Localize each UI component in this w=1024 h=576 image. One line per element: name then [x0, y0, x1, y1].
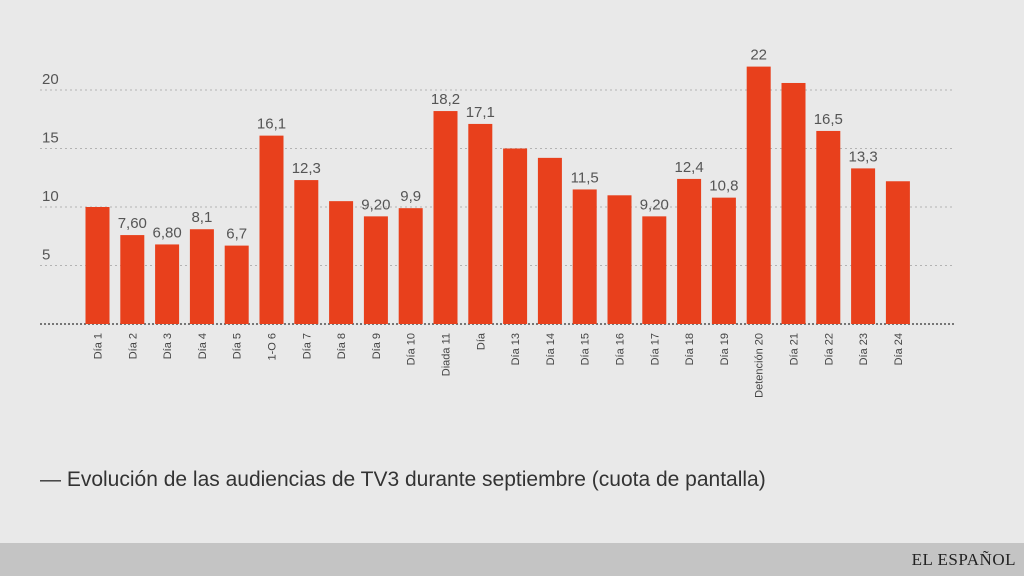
bar — [468, 123, 493, 325]
x-tick-label: 1-O 6 — [267, 333, 279, 361]
x-tick-label: Día 1 — [93, 333, 105, 359]
bar — [816, 130, 841, 324]
data-label: 16,1 — [257, 116, 286, 133]
x-tick-label: Día 19 — [719, 333, 731, 365]
bar — [781, 82, 806, 324]
bar — [433, 111, 458, 324]
bar — [398, 208, 423, 324]
x-tick-label: Día 9 — [371, 333, 383, 359]
brand-logo: EL ESPAÑOL — [911, 550, 1016, 569]
x-tick-label: Día 23 — [858, 333, 870, 365]
x-tick-label: Día 5 — [232, 333, 244, 359]
bar — [294, 180, 319, 324]
bar-chart: 5 10 15 20 7,60 6,80 8,1 6,7 16,1 12,3 9,20 9,9 18,… — [40, 47, 955, 398]
bar — [329, 201, 354, 324]
bar — [677, 178, 702, 324]
data-label: 18,2 — [431, 91, 460, 108]
bar — [711, 197, 736, 324]
chart-area: 5 10 15 20 7,60 6,80 8,1 6,7 16,1 12,3 9,20 9,9 18,… — [40, 47, 955, 398]
x-tick-label: Día — [475, 332, 487, 350]
bar — [120, 235, 145, 324]
x-tick-label: Día 13 — [510, 333, 522, 365]
y-tick-label: 20 — [42, 71, 59, 88]
data-label: 9,20 — [361, 196, 390, 213]
data-label: 9,20 — [640, 196, 669, 213]
x-tick-label: Día 2 — [127, 333, 139, 359]
x-tick-label: Día 17 — [649, 333, 661, 365]
chart-caption: — Evolución de las audiencias de TV3 dur… — [40, 468, 766, 491]
x-tick-label: Día 22 — [823, 333, 835, 365]
bar — [851, 168, 876, 324]
bar — [572, 189, 597, 324]
bar — [85, 207, 110, 324]
data-label: 17,1 — [466, 104, 495, 121]
data-label: 10,8 — [709, 178, 738, 195]
x-tick-label: Día 24 — [893, 333, 905, 365]
bar — [363, 216, 388, 324]
y-tick-label: 10 — [42, 188, 59, 205]
x-axis: Día 1 Día 2 Día 3 Día 4 Día 5 1-O 6 Día 7 Día 8… — [93, 332, 905, 398]
data-label: 13,3 — [848, 148, 877, 165]
data-label: 12,4 — [674, 159, 703, 176]
y-tick-label: 5 — [42, 247, 50, 264]
data-label: 6,80 — [152, 224, 181, 241]
x-tick-label: Día 21 — [789, 333, 801, 365]
y-axis: 5 10 15 20 — [42, 71, 59, 264]
x-tick-label: Día 4 — [197, 333, 209, 359]
bar — [746, 66, 771, 324]
x-tick-label: Día 15 — [580, 333, 592, 365]
x-tick-label: Día 7 — [301, 333, 313, 359]
data-label: 22 — [750, 47, 767, 64]
bars — [85, 66, 910, 325]
x-tick-label: Diada 11 — [441, 333, 453, 376]
data-label: 7,60 — [118, 215, 147, 232]
bar — [259, 135, 284, 324]
bar — [224, 245, 249, 324]
bar — [155, 244, 180, 324]
bar — [642, 216, 667, 324]
x-tick-label: Detención 20 — [754, 333, 766, 398]
data-label: 12,3 — [292, 160, 321, 177]
data-label: 9,9 — [400, 188, 421, 205]
x-tick-label: Día 14 — [545, 333, 557, 365]
bar — [189, 229, 214, 324]
bar — [607, 195, 632, 324]
x-tick-label: Día 3 — [162, 333, 174, 359]
data-label: 11,5 — [571, 169, 599, 186]
data-label: 8,1 — [191, 209, 212, 226]
x-tick-label: Día 18 — [684, 333, 696, 365]
data-label: 6,7 — [226, 226, 247, 243]
bar — [885, 181, 910, 324]
x-tick-label: Día 8 — [336, 333, 348, 359]
y-tick-label: 15 — [42, 130, 59, 147]
footer-bar: EL ESPAÑOL — [0, 543, 1024, 576]
data-label: 16,5 — [814, 111, 843, 128]
x-tick-label: Día 10 — [406, 333, 418, 365]
x-tick-label: Día 16 — [615, 333, 627, 365]
data-labels: 7,60 6,80 8,1 6,7 16,1 12,3 9,20 9,9 18,2 17,1 11,… — [118, 47, 878, 243]
bar — [503, 148, 528, 324]
bar — [537, 157, 562, 324]
